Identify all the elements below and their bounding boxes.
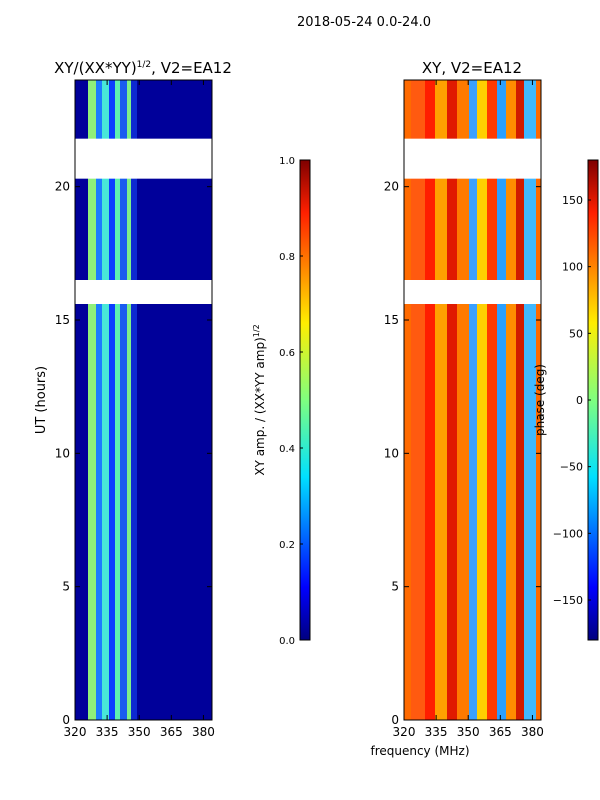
phase-colorbar-tick-label: −50 [560, 461, 583, 474]
amp-colorbar-ticks: 0.0 0.2 0.4 0.6 0.8 1.0 [279, 156, 303, 647]
phase-x-tick-label: 350 [457, 725, 480, 739]
phase-x-tick-label: 320 [393, 725, 416, 739]
phase-colorbar-tick-label: 50 [569, 327, 583, 340]
amp-title-main: XY/(XX*YY) [54, 59, 137, 77]
amp-colorbar-tick-label: 0.4 [279, 444, 295, 455]
phase-x-tick-label: 365 [489, 725, 512, 739]
amp-x-tick-label: 335 [96, 725, 119, 739]
amp-title: XY/(XX*YY)1/2, V2=EA12 [54, 59, 232, 77]
phase-plot-frame [403, 79, 542, 721]
phase-data-gaps [404, 138, 541, 304]
phase-colorbar-label: phase (deg) [533, 364, 547, 436]
amp-colorbar-tick-label: 1.0 [279, 156, 295, 167]
amp-colorbar: 0.0 0.2 0.4 0.6 0.8 1.0 XY amp. / (XX*YY amp)… [252, 156, 311, 647]
amp-gap-band [75, 138, 212, 179]
amp-heatmap [74, 79, 213, 721]
amp-title-rest: , V2=EA12 [151, 59, 232, 77]
amp-y-tick-label: 0 [62, 713, 70, 727]
phase-colorbar-tick-label: 150 [562, 194, 583, 207]
amp-panel: XY/(XX*YY)1/2, V2=EA12 320 335 350 365 380 0… [34, 59, 232, 739]
amp-colorbar-label-main: XY amp. / (XX*YY amp) [253, 337, 267, 475]
amp-y-tick-label: 10 [55, 446, 70, 460]
phase-xlabel: frequency (MHz) [370, 744, 469, 758]
figure-suptitle: 2018-05-24 0.0-24.0 [297, 15, 431, 30]
phase-colorbar-tick-label: −100 [553, 527, 583, 540]
amp-x-axis: 320 335 350 365 380 [64, 80, 215, 739]
amp-colorbar-gradient [299, 159, 311, 641]
phase-y-tick-label: 15 [384, 313, 399, 327]
phase-colorbar-tick-label: 100 [562, 261, 583, 274]
amp-y-tick-label: 20 [55, 180, 70, 194]
amp-colorbar-label-sup: 1/2 [252, 324, 261, 337]
phase-colorbar-ticks: −150 −100 −50 0 50 100 150 [553, 194, 591, 607]
phase-y-tick-label: 0 [391, 713, 399, 727]
amp-y-tick-label: 5 [62, 580, 70, 594]
phase-heatmap [403, 79, 542, 721]
amp-y-axis: 0 5 10 15 20 [55, 180, 212, 727]
phase-colorbar: −150 −100 −50 0 50 100 150 phase (deg) [533, 159, 599, 641]
phase-y-tick-label: 10 [384, 446, 399, 460]
phase-colorbar-tick-label: 0 [576, 394, 583, 407]
amp-colorbar-tick-label: 0.0 [279, 636, 295, 647]
amp-data-gaps [75, 138, 212, 304]
phase-x-axis: 320 335 350 365 380 [393, 80, 544, 739]
amp-ylabel: UT (hours) [34, 366, 49, 434]
amp-x-tick-label: 320 [64, 725, 87, 739]
amp-colorbar-label: XY amp. / (XX*YY amp)1/2 [252, 324, 267, 475]
phase-y-tick-label: 20 [384, 180, 399, 194]
phase-y-axis: 0 5 10 15 20 [384, 180, 541, 727]
phase-gap-band [404, 280, 541, 304]
amp-gap-band [75, 280, 212, 304]
amp-heatmap-image [75, 80, 212, 720]
amp-colorbar-tick-label: 0.6 [279, 348, 295, 359]
phase-panel: XY, V2=EA12 320 335 350 365 380 0 5 10 15 20 fre… [370, 59, 543, 758]
amp-title-sup: 1/2 [137, 60, 151, 70]
phase-x-tick-label: 335 [425, 725, 448, 739]
amp-plot-frame [74, 79, 213, 721]
phase-gap-band [404, 138, 541, 179]
amp-x-tick-label: 380 [192, 725, 215, 739]
amp-colorbar-tick-label: 0.2 [279, 540, 295, 551]
amp-x-tick-label: 365 [160, 725, 183, 739]
amp-y-tick-label: 15 [55, 313, 70, 327]
amp-colorbar-tick-label: 0.8 [279, 252, 295, 263]
phase-heatmap-image [404, 80, 541, 720]
phase-colorbar-tick-label: −150 [553, 594, 583, 607]
phase-x-tick-label: 380 [521, 725, 544, 739]
phase-y-tick-label: 5 [391, 580, 399, 594]
amp-x-tick-label: 350 [128, 725, 151, 739]
phase-title: XY, V2=EA12 [422, 59, 522, 77]
